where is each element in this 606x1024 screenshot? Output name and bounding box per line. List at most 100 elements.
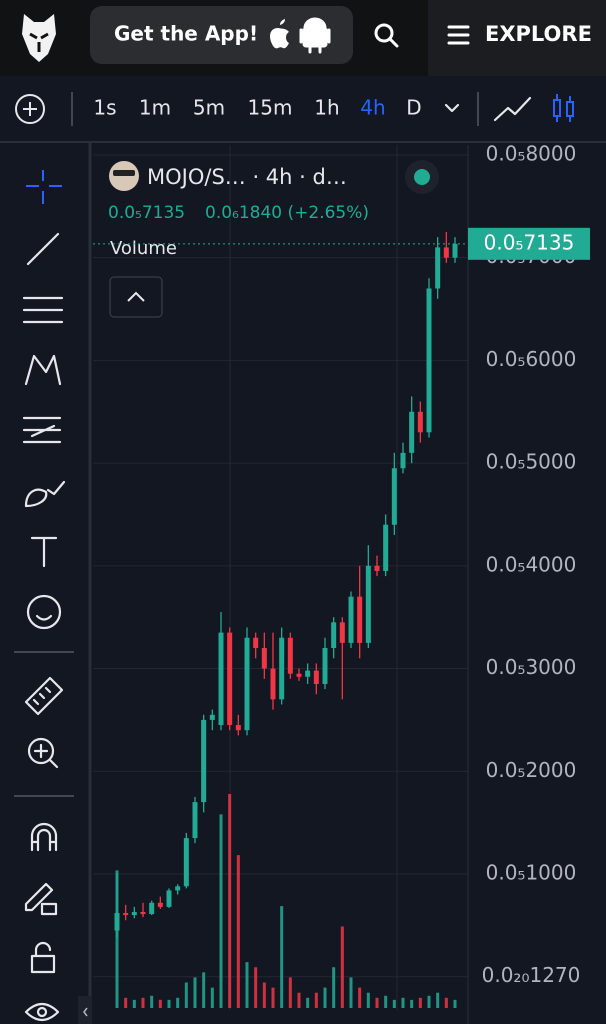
volume-bar — [366, 992, 370, 1008]
candle-body — [287, 637, 293, 674]
y-tick-label: 0.0₅3000 — [486, 655, 577, 679]
candle-body — [131, 912, 137, 916]
candle-body — [175, 886, 181, 891]
candles — [114, 232, 458, 938]
timeframe[interactable]: 1s — [93, 96, 116, 120]
candle-body — [322, 648, 328, 684]
candle-body — [218, 632, 224, 726]
volume-bar — [184, 982, 188, 1008]
volume-bar — [314, 992, 318, 1008]
candle-chart-button[interactable] — [553, 94, 574, 122]
zoom-tool[interactable] — [27, 737, 59, 769]
candle-body — [114, 913, 120, 931]
owl-face — [29, 32, 49, 52]
volume-bar — [453, 999, 457, 1008]
candle-icon-wicks — [556, 94, 571, 122]
toolbar — [0, 76, 606, 142]
volume-bar — [444, 997, 448, 1008]
candle-body — [261, 648, 267, 669]
y-tick-label: 0.0₅6000 — [486, 347, 577, 371]
status-dot — [414, 169, 430, 185]
y-tick-label: 0.0₅5000 — [486, 450, 577, 474]
text-tool[interactable] — [30, 536, 58, 568]
search-icon — [374, 23, 394, 43]
projection-tool[interactable] — [22, 416, 62, 444]
trendline-tool[interactable] — [26, 232, 60, 266]
volume-bar — [115, 870, 119, 1008]
volume-bar — [332, 967, 336, 1008]
volume-bar — [384, 995, 388, 1008]
add-button[interactable] — [15, 94, 45, 124]
eye-tool[interactable] — [24, 1002, 60, 1022]
candle-body — [201, 719, 207, 803]
candle-body — [339, 622, 345, 643]
candle-icon — [566, 101, 574, 117]
timeframe-dropdown[interactable] — [444, 103, 460, 113]
candle-body — [443, 247, 449, 258]
brush-tool[interactable] — [24, 480, 66, 508]
menu-icon[interactable] — [447, 25, 470, 45]
search-button[interactable] — [374, 23, 399, 48]
sidebar — [0, 143, 88, 1024]
timeframe[interactable]: 5m — [193, 96, 225, 120]
explore-area — [428, 0, 606, 76]
magnet-tool[interactable] — [30, 822, 58, 852]
volume-bar — [323, 987, 327, 1008]
candle-body — [452, 243, 458, 258]
volume-bar — [271, 987, 275, 1008]
candle-body — [426, 288, 432, 433]
emoji-tool[interactable] — [26, 594, 62, 630]
timeframe[interactable]: D — [406, 96, 421, 120]
get-app-button[interactable] — [90, 6, 353, 64]
collapse-icon — [83, 1007, 88, 1017]
logo[interactable] — [22, 14, 56, 62]
candle-body — [279, 637, 285, 700]
timeframe[interactable]: 1h — [314, 96, 339, 120]
candle-body — [331, 622, 337, 649]
volume-bar — [176, 997, 180, 1008]
volume-bar — [306, 997, 310, 1008]
volume-bar — [375, 997, 379, 1008]
fib-tool[interactable] — [22, 296, 64, 324]
search-icon-handle — [388, 37, 399, 48]
y-tick-label: 0.0₅2000 — [486, 758, 577, 782]
candle-body — [253, 637, 259, 649]
volume-bar — [418, 997, 422, 1008]
candle-body — [140, 912, 146, 915]
volume-bar — [280, 906, 284, 1008]
collapse-legend-button[interactable] — [109, 276, 163, 318]
get-app-text: Get the App! — [114, 22, 258, 46]
candle-body — [348, 596, 354, 643]
crosshair-tool[interactable] — [26, 170, 62, 204]
timeframe[interactable]: 1m — [139, 96, 171, 120]
y-tick-label: 0.0₅1000 — [486, 860, 577, 884]
last-price: 0.0₅7135 — [93, 227, 590, 260]
lock-drawings-tool[interactable] — [24, 882, 58, 916]
add-icon — [23, 102, 37, 116]
volume-bar — [210, 987, 214, 1008]
volume-bar — [297, 992, 301, 1008]
volume-bar — [340, 926, 344, 1008]
line-chart-button[interactable] — [493, 96, 532, 122]
volume-bar — [150, 995, 154, 1008]
last-price-label: 0.0₅7135 — [484, 230, 575, 254]
volume-bar — [349, 977, 353, 1008]
unlock-tool[interactable] — [30, 941, 56, 974]
volume-bars — [115, 794, 457, 1008]
y-tick-label: 0.0₅8000 — [486, 141, 577, 165]
candle-body — [183, 838, 189, 887]
pattern-tool[interactable] — [24, 354, 62, 386]
volume-bar — [245, 962, 249, 1008]
explore-text[interactable]: EXPLORE — [485, 22, 592, 46]
volume-bar — [158, 999, 162, 1008]
volume-label: Volume — [110, 238, 177, 259]
timeframe[interactable]: 4h — [360, 96, 385, 120]
candle-body — [374, 565, 380, 571]
candle-body — [192, 802, 198, 839]
candle-body — [166, 890, 172, 907]
ohlc-change: 0.0₆1840 (+2.65%) — [205, 203, 369, 223]
ruler-tool[interactable] — [24, 676, 64, 716]
timeframe[interactable]: 15m — [248, 96, 293, 120]
